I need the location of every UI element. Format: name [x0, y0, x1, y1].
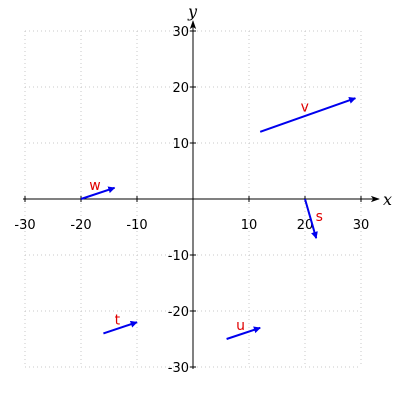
vector-label-w: w — [89, 178, 100, 194]
vector-label-t: t — [115, 312, 121, 328]
tick-labels: -30 -20 -10 10 20 30 30 20 10 -10 -20 -30 — [14, 25, 369, 376]
axes: x y — [23, 2, 392, 369]
x-tick-label: -30 — [14, 218, 35, 233]
y-tick-label: -20 — [168, 305, 189, 320]
y-tick-label: 10 — [172, 137, 189, 152]
vector-v — [259, 96, 357, 133]
vector-t — [103, 320, 138, 335]
vector-label-s: s — [316, 209, 323, 225]
y-tick-label: -10 — [168, 249, 189, 264]
vector-w — [80, 186, 116, 200]
vector-label-v: v — [301, 100, 309, 116]
y-axis-title: y — [187, 2, 198, 21]
x-tick-label: 10 — [241, 218, 258, 233]
x-tick-label: -10 — [126, 218, 147, 233]
x-tick-label: 30 — [353, 218, 370, 233]
y-tick-label: 30 — [172, 25, 189, 40]
x-tick-label: -20 — [70, 218, 91, 233]
vector-label-u: u — [236, 318, 245, 334]
y-tick-label: 20 — [172, 81, 189, 96]
vector-u — [226, 326, 261, 340]
x-tick-label: 20 — [297, 218, 314, 233]
vector-s — [304, 198, 318, 239]
vectors: v w s t u — [80, 96, 357, 340]
y-tick-label: -30 — [168, 361, 189, 376]
x-axis-title: x — [383, 190, 392, 209]
